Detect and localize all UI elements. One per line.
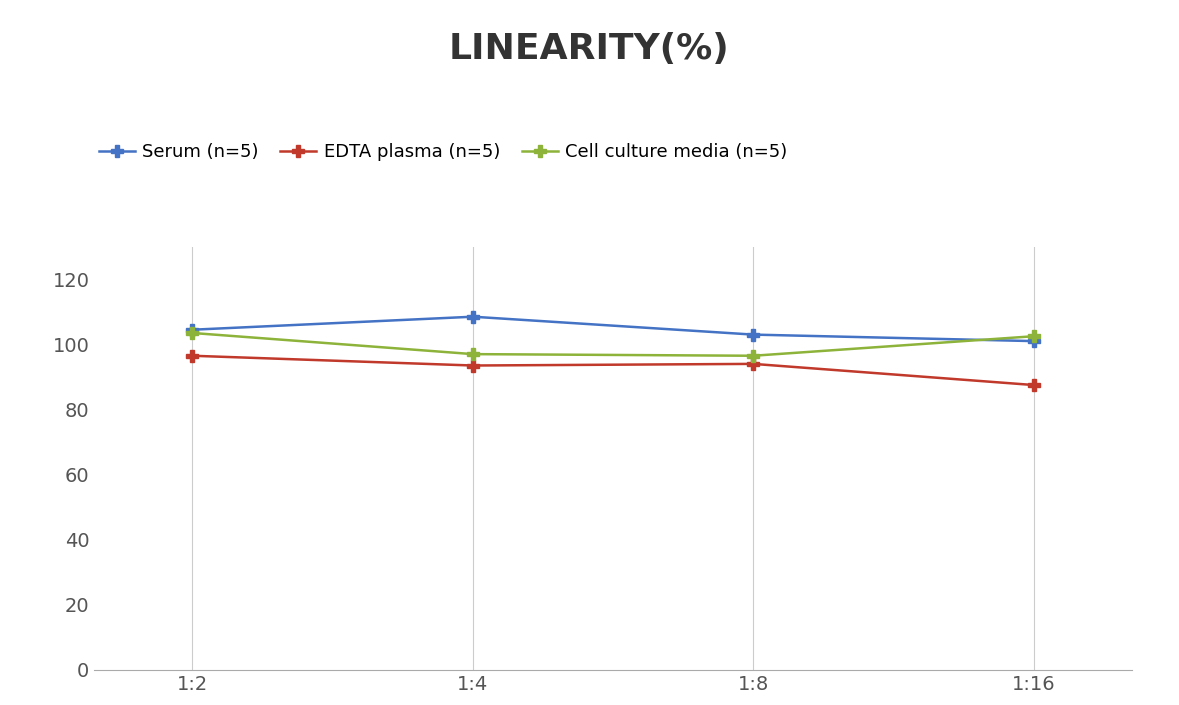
Text: LINEARITY(%): LINEARITY(%) (449, 32, 730, 66)
Legend: Serum (n=5), EDTA plasma (n=5), Cell culture media (n=5): Serum (n=5), EDTA plasma (n=5), Cell cul… (92, 136, 795, 168)
